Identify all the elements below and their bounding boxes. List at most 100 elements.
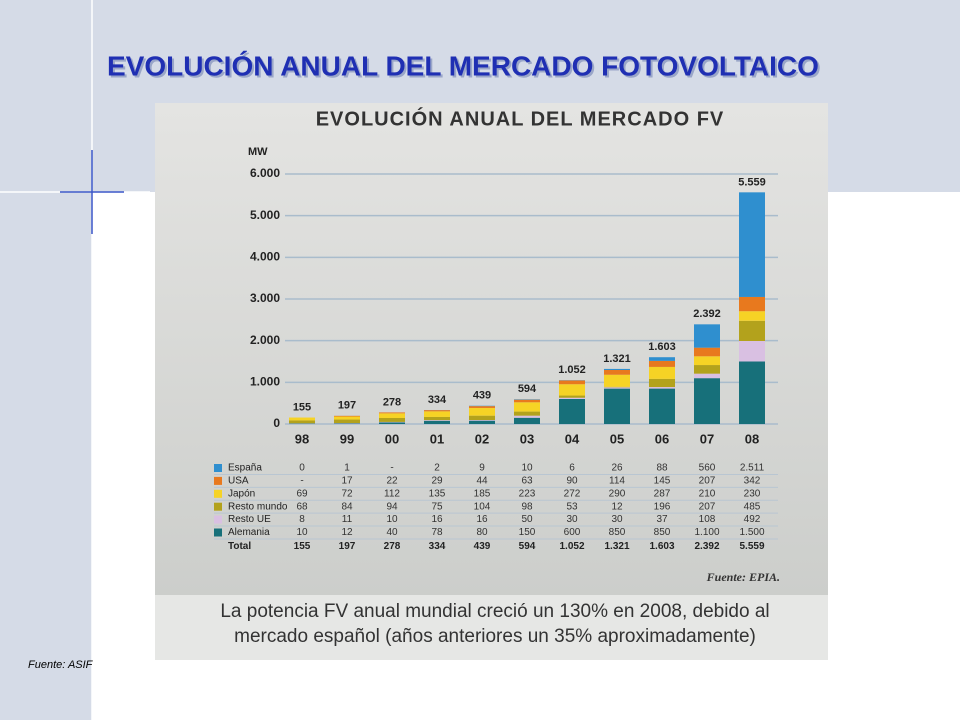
bar-segment	[604, 388, 630, 424]
legend-swatch	[214, 528, 222, 537]
bar-segment	[649, 388, 675, 424]
table-value: 80	[476, 527, 488, 538]
total-label: 2.392	[693, 308, 721, 320]
table-value: 10	[521, 463, 533, 474]
table-value: 185	[474, 488, 491, 499]
bar-segment	[379, 422, 405, 424]
table-value: 492	[744, 514, 761, 525]
table-value: 108	[699, 514, 716, 525]
bar-segment	[739, 341, 765, 362]
table-value: 485	[744, 501, 761, 512]
table-value: 12	[611, 501, 623, 512]
bar-segment	[649, 360, 675, 367]
x-tick-label: 06	[655, 431, 669, 446]
table-value: 2	[434, 463, 440, 474]
y-tick-label: 4.000	[250, 250, 280, 264]
table-value: 75	[431, 501, 443, 512]
bar-segment	[694, 365, 720, 374]
legend-label: Resto UE	[228, 514, 271, 525]
total-value: 594	[519, 541, 536, 552]
table-value: 1.100	[694, 527, 719, 538]
table-value: 112	[384, 488, 400, 499]
table-value: 16	[431, 514, 443, 525]
bar-segment	[514, 411, 540, 416]
total-value: 278	[384, 541, 401, 552]
bar-segment	[424, 420, 450, 421]
table-value: 88	[656, 463, 668, 474]
total-value: 1.321	[604, 541, 629, 552]
legend-swatch	[214, 515, 222, 524]
caption-line: La potencia FV anual mundial creció un 1…	[220, 601, 769, 622]
table-value: 342	[744, 476, 761, 487]
table-value: 135	[429, 488, 446, 499]
table-value: 600	[564, 527, 581, 538]
total-value: 197	[339, 541, 356, 552]
table-value: 150	[519, 527, 536, 538]
table-value: 850	[609, 527, 626, 538]
chart-source: Fuente: EPIA.	[706, 570, 780, 584]
table-value: 287	[654, 488, 671, 499]
y-tick-label: 2.000	[250, 333, 280, 347]
x-tick-label: 04	[565, 431, 580, 446]
table-value: 90	[566, 476, 578, 487]
y-tick-label: 1.000	[250, 375, 280, 389]
bar-segment	[334, 419, 360, 424]
table-value: 207	[699, 476, 716, 487]
table-value: 10	[386, 514, 398, 525]
total-label: 1.052	[558, 364, 586, 376]
table-value: 29	[431, 476, 443, 487]
table-value: 850	[654, 527, 671, 538]
bar-segment	[514, 399, 540, 403]
table-value: 50	[521, 514, 533, 525]
bar-segment	[469, 420, 495, 421]
table-value: 210	[699, 488, 716, 499]
bar-segment	[469, 415, 495, 420]
table-value: 11	[342, 514, 353, 525]
table-value: 114	[609, 476, 625, 487]
bar-segment	[559, 397, 585, 399]
bar-segment	[604, 368, 630, 370]
bar-segment	[424, 410, 450, 412]
table-value: 104	[474, 501, 491, 512]
table-value: 1.500	[739, 527, 764, 538]
bar-segment	[694, 378, 720, 424]
table-value: 26	[611, 463, 623, 474]
bar-segment	[559, 395, 585, 398]
caption-box	[155, 595, 828, 660]
table-value: 145	[654, 476, 671, 487]
table-value: 17	[341, 476, 353, 487]
bar-segment	[604, 370, 630, 375]
bar-segment	[559, 380, 585, 385]
table-value: 6	[569, 463, 575, 474]
table-value: 40	[386, 527, 398, 538]
x-tick-label: 07	[700, 431, 714, 446]
x-tick-label: 98	[295, 431, 309, 446]
bar-segment	[694, 324, 720, 348]
table-value: 37	[656, 514, 668, 525]
table-value: 2.511	[740, 463, 765, 474]
bar-segment	[334, 423, 360, 424]
x-tick-label: 00	[385, 431, 399, 446]
table-value: 223	[519, 488, 536, 499]
total-label: 439	[473, 390, 491, 402]
bar-segment	[424, 420, 450, 424]
bar-segment	[739, 296, 765, 312]
table-value: 196	[654, 501, 671, 512]
bar-segment	[604, 374, 630, 387]
bar-segment	[379, 412, 405, 414]
caption-line: mercado español (años anteriores un 35% …	[234, 626, 756, 647]
total-value: 1.603	[649, 541, 674, 552]
x-tick-label: 05	[610, 431, 624, 446]
table-value: 12	[341, 527, 353, 538]
y-tick-label: 6.000	[250, 166, 280, 180]
table-value: 78	[431, 527, 443, 538]
bar-segment	[739, 320, 765, 341]
total-value: 155	[294, 541, 311, 552]
table-value: 30	[566, 514, 578, 525]
total-value: 5.559	[739, 541, 764, 552]
table-value: 230	[744, 488, 761, 499]
table-value: 1	[344, 463, 350, 474]
legend-label: Japón	[228, 488, 255, 499]
table-value: 53	[566, 501, 578, 512]
bar-segment	[514, 415, 540, 418]
